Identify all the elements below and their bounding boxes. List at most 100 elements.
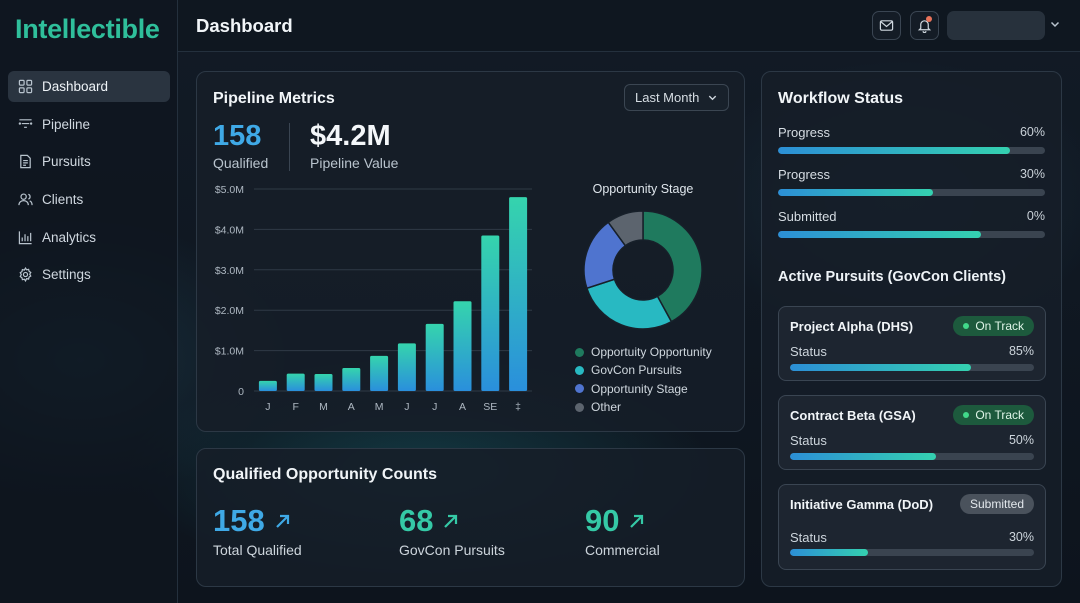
active-pursuits-title: Active Pursuits (GovCon Clients) [778,269,1007,285]
pursuit-card-gamma[interactable]: Initiative Gamma (DoD) Submitted Status … [778,484,1046,570]
progress-track [790,364,1034,371]
sidebar-item-analytics[interactable]: Analytics [8,222,170,253]
pursuit-status-label: Status [790,433,827,448]
notification-dot [926,16,932,22]
sidebar-nav: Dashboard Pipeline Pursuits Clients Anal… [8,71,170,297]
workflow-row-label: Submitted [778,209,837,224]
x-tick-label: A [348,401,355,413]
status-badge: Submitted [959,494,1034,514]
progress-fill [790,453,937,460]
pursuit-pct: 85% [1008,344,1034,358]
progress-fill [778,189,933,196]
x-tick-label: M [319,401,328,413]
sidebar-item-label: Analytics [42,229,97,245]
bar[interactable] [258,380,277,391]
qualified-counts-card: Qualified Opportunity Counts 158 Total Q… [196,448,745,587]
legend-swatch [575,365,584,375]
x-tick-label: F [292,401,298,413]
y-tick-label: $1.0M [215,346,244,358]
workflow-row-label: Progress [778,125,831,140]
sidebar-item-pursuits[interactable]: Pursuits [8,146,170,177]
pursuit-card-beta[interactable]: Contract Beta (GSA) On Track Status 50% [778,395,1046,470]
pursuit-status-label: Status [790,530,827,545]
pipeline-bar-chart: 0 $1.0M $2.0M $3.0M $4.0M $5.0M J F M A M J J A SE ‡ [215,184,532,413]
donut-slice[interactable] [607,210,644,247]
workflow-row-pct: 0% [1026,209,1045,223]
sidebar: Intellectible Dashboard Pipeline Pursuit… [0,0,178,603]
pipeline-value: $4.2M [310,120,391,152]
progress-track [778,147,1045,154]
pursuit-name: Contract Beta (GSA) [790,408,916,423]
bar[interactable] [425,323,444,391]
workflow-row-pct: 60% [1019,125,1045,139]
arrow-up-right-icon [630,514,644,528]
progress-track [790,549,1034,556]
bar[interactable] [286,373,305,391]
badge-label: On Track [975,408,1024,422]
donut-slice[interactable] [642,210,703,323]
progress-track [778,189,1045,196]
opportunity-stage-donut [583,210,703,330]
pursuit-name: Initiative Gamma (DoD) [790,497,934,512]
donut-slice[interactable] [585,278,673,330]
workflow-row-pct: 30% [1019,167,1045,181]
legend-swatch [575,347,584,357]
pursuit-card-alpha[interactable]: Project Alpha (DHS) On Track Status 85% [778,306,1046,381]
sidebar-item-settings[interactable]: Settings [8,259,170,290]
y-tick-label: $4.0M [215,224,244,236]
pipeline-value-label: Pipeline Value [310,155,399,171]
count-value: 90 [585,503,620,538]
count-total-qualified: 158 [213,503,293,539]
counts-title: Qualified Opportunity Counts [213,466,437,483]
chevron-down-icon[interactable] [1049,18,1061,30]
notifications-button[interactable] [910,11,939,40]
period-dropdown-label: Last Month [635,90,700,105]
workflow-title: Workflow Status [778,90,904,107]
status-badge: On Track [953,405,1034,425]
status-dot [963,323,970,329]
legend-label: Opportuity Opportunity [591,345,712,360]
qualified-value: 158 [213,120,262,152]
bar[interactable] [342,367,361,391]
period-dropdown[interactable]: Last Month [624,84,729,111]
metric-divider [289,123,290,171]
sidebar-item-label: Settings [42,267,91,283]
bar[interactable] [453,301,472,391]
arrow-up-right-icon [275,514,289,528]
progress-track [790,453,1034,460]
badge-label: On Track [975,319,1024,333]
top-header: Dashboard [178,0,1080,52]
pursuit-pct: 30% [1008,530,1034,544]
count-commercial: 90 [585,503,647,539]
legend-swatch [575,384,584,394]
legend-item: Opportunity Stage [575,380,712,398]
pipeline-title: Pipeline Metrics [213,90,335,107]
y-tick-label: $5.0M [215,184,244,196]
progress-track [778,231,1045,238]
legend-item: Opportuity Opportunity [575,343,712,361]
legend-item: Other [575,398,712,416]
bar[interactable] [370,355,389,391]
bar[interactable] [509,197,528,391]
gear-icon [18,267,33,283]
legend-item: GovCon Pursuits [575,361,712,379]
y-tick-label: 0 [238,386,244,398]
user-menu[interactable] [947,11,1045,40]
bar-chart-icon [18,230,33,245]
count-govcon: 68 [399,503,461,539]
progress-fill [790,364,971,371]
bar[interactable] [481,235,500,391]
app-logo: Intellectible [15,14,160,44]
legend-label: GovCon Pursuits [591,363,682,378]
bar[interactable] [397,343,416,391]
x-tick-label: J [265,401,270,413]
workflow-status-card: Workflow Status Progress 60% Progress 30… [761,71,1062,587]
sidebar-item-clients[interactable]: Clients [8,184,170,215]
sidebar-item-pipeline[interactable]: Pipeline [8,109,170,140]
workflow-row: Progress 30% [778,167,1045,197]
donut-legend: Opportuity Opportunity GovCon Pursuits O… [575,343,712,416]
mail-button[interactable] [872,11,901,40]
sidebar-item-dashboard[interactable]: Dashboard [8,71,170,102]
count-value: 158 [213,503,265,538]
bar[interactable] [314,374,333,391]
